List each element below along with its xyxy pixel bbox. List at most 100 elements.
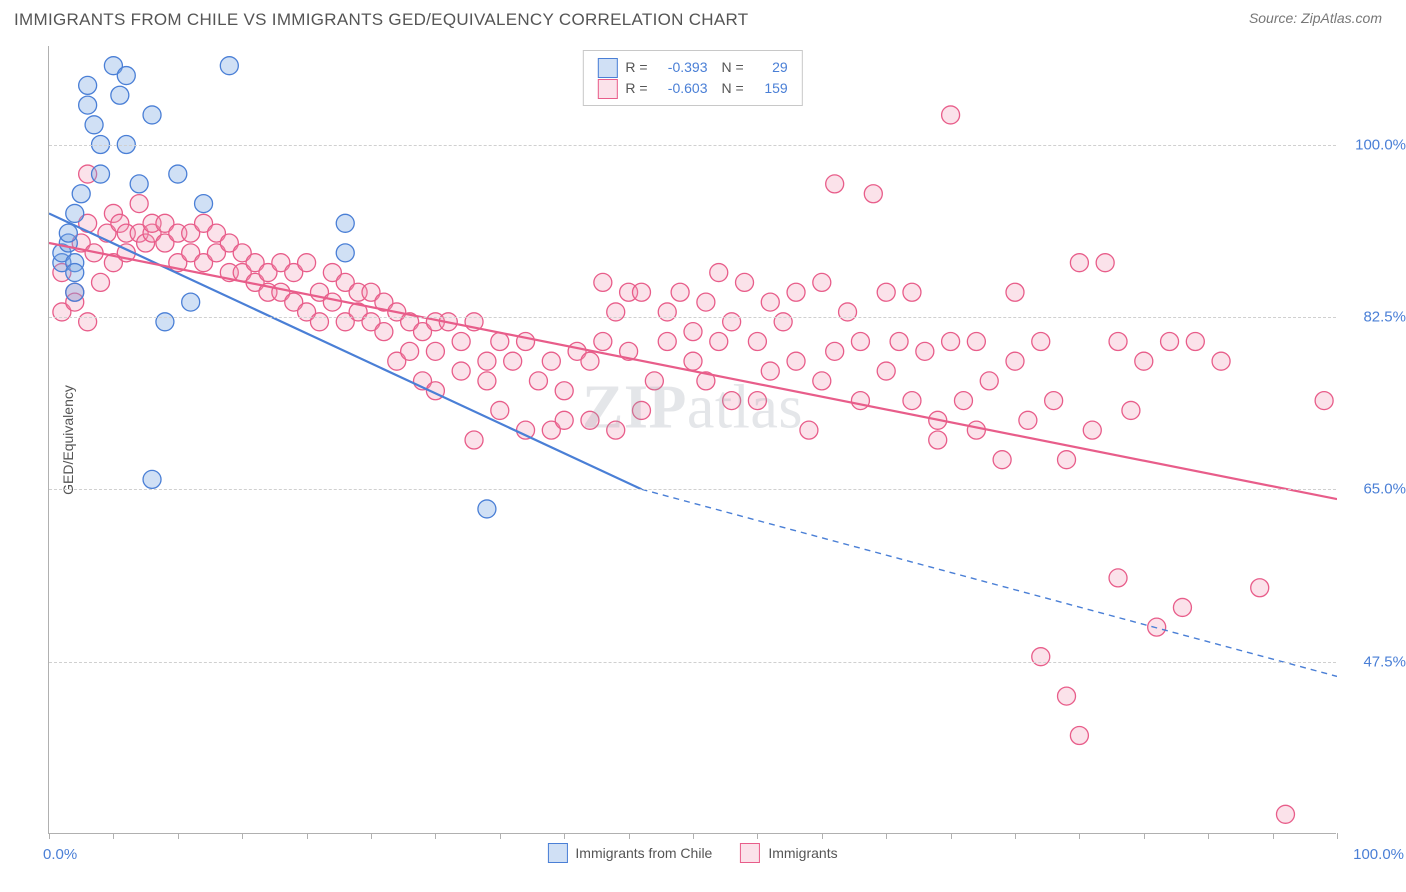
data-point	[1148, 618, 1166, 636]
data-point	[1006, 352, 1024, 370]
data-point	[143, 106, 161, 124]
gridline	[49, 489, 1336, 490]
source-label: Source: ZipAtlas.com	[1249, 10, 1382, 26]
data-point	[1019, 411, 1037, 429]
data-point	[1032, 333, 1050, 351]
legend-swatch-icon	[597, 79, 617, 99]
data-point	[632, 401, 650, 419]
data-point	[813, 273, 831, 291]
data-point	[723, 392, 741, 410]
data-point	[298, 254, 316, 272]
data-point	[607, 303, 625, 321]
data-point	[1161, 333, 1179, 351]
data-point	[1122, 401, 1140, 419]
data-point	[517, 333, 535, 351]
legend-swatch-icon	[547, 843, 567, 863]
data-point	[79, 313, 97, 331]
data-point	[684, 323, 702, 341]
x-tick	[113, 833, 114, 839]
data-point	[130, 195, 148, 213]
data-point	[220, 57, 238, 75]
x-tick	[1144, 833, 1145, 839]
data-point	[1083, 421, 1101, 439]
legend-n-value: 159	[752, 78, 788, 99]
data-point	[452, 362, 470, 380]
data-point	[465, 431, 483, 449]
gridline	[49, 317, 1336, 318]
x-tick	[1015, 833, 1016, 839]
y-tick-label: 82.5%	[1344, 308, 1406, 325]
data-point	[826, 175, 844, 193]
x-tick	[564, 833, 565, 839]
data-point	[336, 244, 354, 262]
data-point	[66, 204, 84, 222]
data-point	[426, 342, 444, 360]
x-tick	[1079, 833, 1080, 839]
data-point	[156, 313, 174, 331]
legend-n-value: 29	[752, 57, 788, 78]
data-point	[1276, 805, 1294, 823]
data-point	[1045, 392, 1063, 410]
data-point	[658, 333, 676, 351]
data-point	[671, 283, 689, 301]
x-tick	[242, 833, 243, 839]
data-point	[478, 372, 496, 390]
gridline	[49, 145, 1336, 146]
data-point	[169, 165, 187, 183]
data-point	[658, 303, 676, 321]
x-tick	[886, 833, 887, 839]
trend-line-extrapolated	[641, 489, 1337, 676]
trend-line	[49, 243, 1337, 499]
x-tick	[371, 833, 372, 839]
data-point	[761, 293, 779, 311]
data-point	[1032, 648, 1050, 666]
data-point	[375, 323, 393, 341]
data-point	[1212, 352, 1230, 370]
data-point	[1251, 579, 1269, 597]
x-tick	[500, 833, 501, 839]
data-point	[581, 352, 599, 370]
data-point	[79, 96, 97, 114]
x-tick	[435, 833, 436, 839]
data-point	[111, 86, 129, 104]
legend-row: R =-0.603N =159	[597, 78, 787, 99]
data-point	[967, 421, 985, 439]
data-point	[555, 411, 573, 429]
data-point	[1058, 687, 1076, 705]
data-point	[1096, 254, 1114, 272]
data-point	[594, 273, 612, 291]
data-point	[478, 500, 496, 518]
x-axis-left-label: 0.0%	[43, 846, 77, 863]
legend-r-label: R =	[625, 57, 647, 78]
data-point	[1109, 333, 1127, 351]
x-tick	[629, 833, 630, 839]
data-point	[529, 372, 547, 390]
legend-swatch-icon	[597, 58, 617, 78]
data-point	[967, 333, 985, 351]
data-point	[942, 333, 960, 351]
plot-area: GED/Equivalency R =-0.393N =29R =-0.603N…	[48, 46, 1336, 834]
data-point	[581, 411, 599, 429]
data-point	[851, 333, 869, 351]
data-point	[736, 273, 754, 291]
data-point	[774, 313, 792, 331]
data-point	[310, 313, 328, 331]
x-axis-right-label: 100.0%	[1353, 846, 1404, 863]
data-point	[1058, 451, 1076, 469]
data-point	[92, 273, 110, 291]
series-legend-item: Immigrants from Chile	[547, 843, 712, 863]
legend-r-value: -0.393	[656, 57, 708, 78]
data-point	[826, 342, 844, 360]
data-point	[594, 333, 612, 351]
data-point	[748, 333, 766, 351]
x-tick	[951, 833, 952, 839]
data-point	[1173, 598, 1191, 616]
data-point	[710, 264, 728, 282]
data-point	[607, 421, 625, 439]
data-point	[851, 392, 869, 410]
y-tick-label: 65.0%	[1344, 481, 1406, 498]
data-point	[117, 67, 135, 85]
x-tick	[1208, 833, 1209, 839]
data-point	[1109, 569, 1127, 587]
data-point	[182, 293, 200, 311]
